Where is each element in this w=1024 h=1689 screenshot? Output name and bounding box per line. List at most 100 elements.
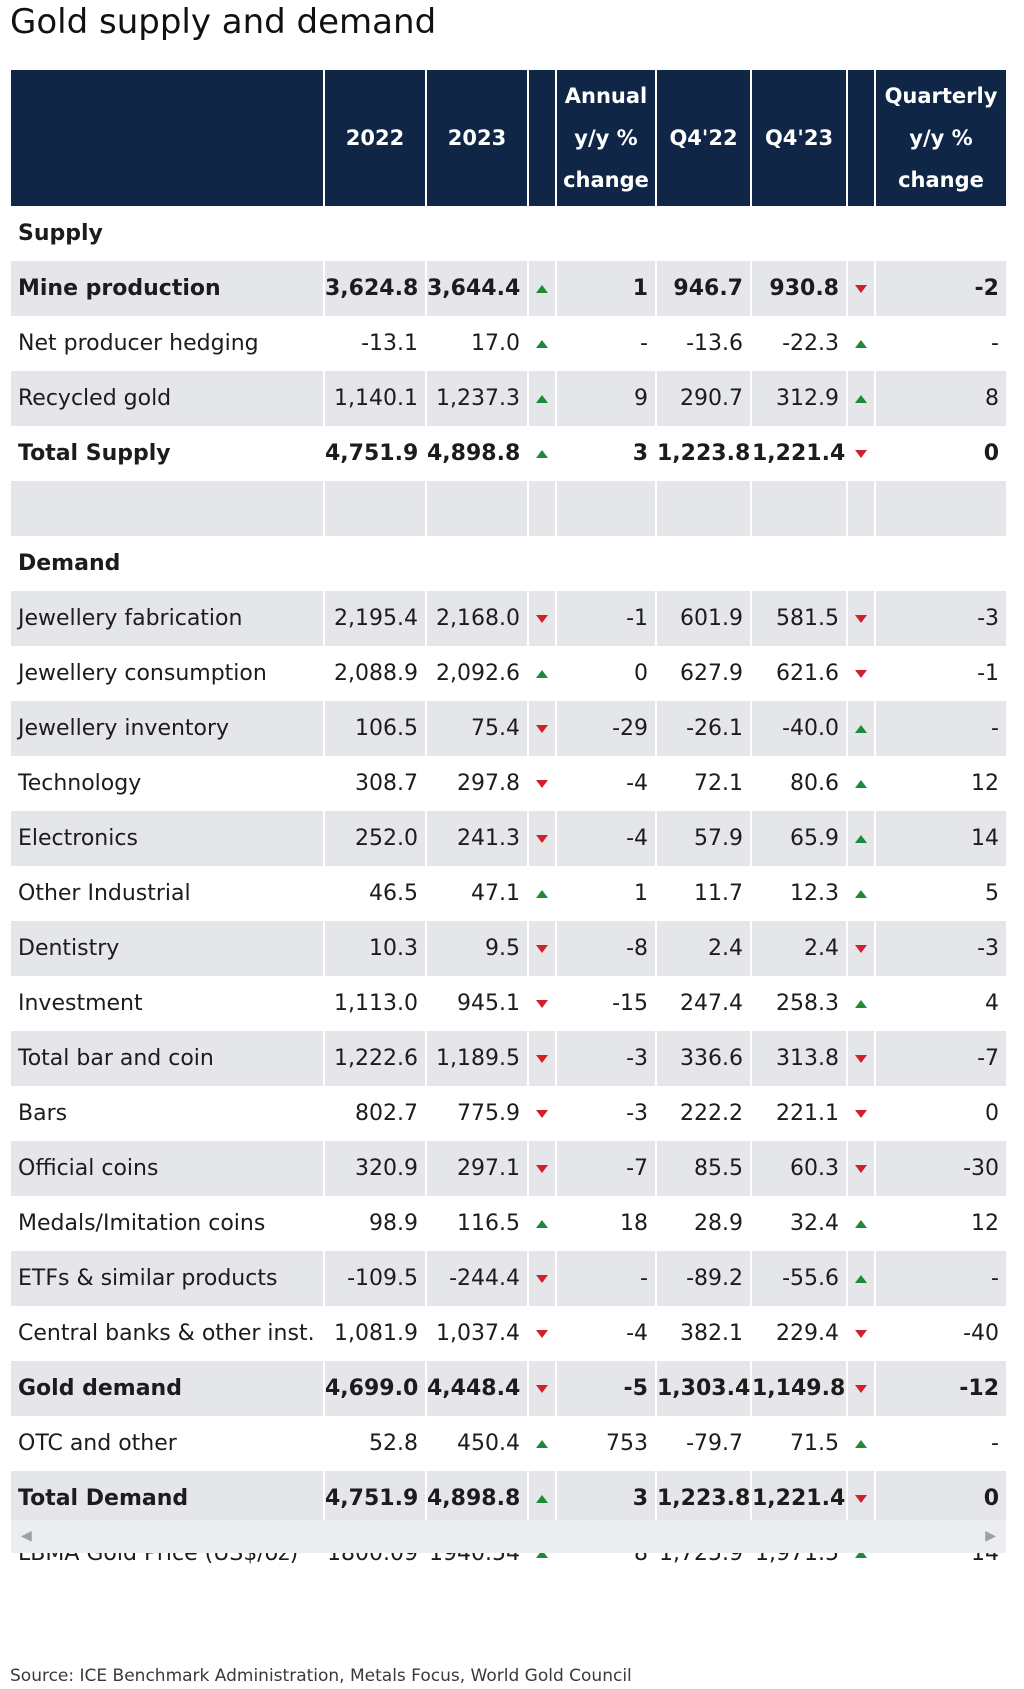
header-2023: 2023 xyxy=(425,70,527,206)
arrow-up-icon xyxy=(846,811,874,866)
quarterly-change: - xyxy=(874,1251,1006,1306)
triangle-down-icon xyxy=(536,944,548,953)
quarterly-change: - xyxy=(874,1416,1006,1471)
triangle-up-icon xyxy=(855,1274,867,1283)
arrow-up-icon xyxy=(527,1471,555,1526)
arrow-up-icon xyxy=(846,756,874,811)
value-2022: 3,624.8 xyxy=(323,261,425,316)
annual-change: -3 xyxy=(555,1031,655,1086)
arrow-up-icon xyxy=(527,426,555,481)
table-body: Supply Mine production 3,624.8 3,644.4 1 946.… xyxy=(11,206,1006,1581)
value-q4-23: 71.5 xyxy=(750,1416,846,1471)
table-row: Jewellery inventory 106.5 75.4 -29 -26.1 -40.… xyxy=(11,701,1006,756)
triangle-down-icon xyxy=(855,944,867,953)
gold-supply-demand-table: 2022 2023 Annual y/y % change Q4'22 Q4'2… xyxy=(11,70,1006,1581)
value-2023: 297.8 xyxy=(425,756,527,811)
header-quarterly-line-3: change xyxy=(898,168,984,192)
arrow-down-icon xyxy=(527,976,555,1031)
triangle-up-icon xyxy=(536,669,548,678)
quarterly-change: -30 xyxy=(874,1141,1006,1196)
value-q4-22: 382.1 xyxy=(655,1306,750,1361)
value-2022: 308.7 xyxy=(323,756,425,811)
triangle-up-icon xyxy=(855,834,867,843)
annual-change: -7 xyxy=(555,1141,655,1196)
row-label: Net producer hedging xyxy=(18,331,259,356)
value-2022: 802.7 xyxy=(323,1086,425,1141)
triangle-down-icon xyxy=(536,999,548,1008)
table-row: Net producer hedging -13.1 17.0- -13.6 -22.3… xyxy=(11,316,1006,371)
value-2023: 2,168.0 xyxy=(425,591,527,646)
arrow-down-icon xyxy=(527,756,555,811)
value-2023: 116.5 xyxy=(425,1196,527,1251)
value-2022: 10.3 xyxy=(323,921,425,976)
arrow-down-icon xyxy=(527,1086,555,1141)
value-2022: 52.8 xyxy=(323,1416,425,1471)
arrow-down-icon xyxy=(846,261,874,316)
arrow-up-icon xyxy=(527,1196,555,1251)
header-quarterly-line-2: y/y % xyxy=(909,126,973,150)
quarterly-change: 12 xyxy=(874,756,1006,811)
value-q4-23: -40.0 xyxy=(750,701,846,756)
triangle-down-icon xyxy=(855,1329,867,1338)
arrow-down-icon xyxy=(527,811,555,866)
horizontal-scrollbar[interactable]: ◀ ▶ xyxy=(11,1520,1006,1553)
value-q4-22: 946.7 xyxy=(655,261,750,316)
triangle-up-icon xyxy=(536,1439,548,1448)
header-annual-line-3: change xyxy=(563,168,649,192)
value-2022: 106.5 xyxy=(323,701,425,756)
value-2022: 1,081.9 xyxy=(323,1306,425,1361)
value-q4-23: 581.5 xyxy=(750,591,846,646)
triangle-down-icon xyxy=(855,1164,867,1173)
arrow-up-icon xyxy=(846,1416,874,1471)
value-2022: 4,751.9 xyxy=(323,1471,425,1526)
table-row: Other Industrial 46.5 47.1 1 11.7 12.3 5 xyxy=(11,866,1006,921)
header-annual-line-2: y/y % xyxy=(574,126,638,150)
arrow-down-icon xyxy=(846,1471,874,1526)
value-q4-23: 1,221.4 xyxy=(750,1471,846,1526)
arrow-up-icon xyxy=(527,316,555,371)
value-2022: 98.9 xyxy=(323,1196,425,1251)
annual-change: 9 xyxy=(555,371,655,426)
value-2023: 9.5 xyxy=(425,921,527,976)
triangle-down-icon xyxy=(855,449,867,458)
triangle-up-icon xyxy=(855,394,867,403)
header-q4-22: Q4'22 xyxy=(655,70,750,206)
triangle-up-icon xyxy=(536,889,548,898)
section-heading: Supply xyxy=(18,221,103,246)
blank-cell xyxy=(874,481,1006,536)
row-label: Gold demand xyxy=(11,1361,323,1416)
annual-change: 18 xyxy=(555,1196,655,1251)
value-q4-22: 336.6 xyxy=(655,1031,750,1086)
annual-change: 1 xyxy=(555,866,655,921)
header-quarterly-line-1: Quarterly xyxy=(884,84,998,108)
value-2022: 4,751.9 xyxy=(323,426,425,481)
annual-change: -3 xyxy=(555,1086,655,1141)
value-2022: 2,195.4 xyxy=(323,591,425,646)
triangle-right-icon[interactable]: ▶ xyxy=(985,1528,996,1544)
quarterly-change: -2 xyxy=(874,261,1006,316)
value-2022: -13.1 xyxy=(323,316,425,371)
value-q4-22: 28.9 xyxy=(655,1196,750,1251)
row-label: Recycled gold xyxy=(11,371,323,426)
row-label: Official coins xyxy=(11,1141,323,1196)
source-note: Source: ICE Benchmark Administration, Me… xyxy=(10,1666,632,1686)
triangle-left-icon[interactable]: ◀ xyxy=(21,1528,32,1544)
value-q4-22: 57.9 xyxy=(655,811,750,866)
value-2023: 297.1 xyxy=(425,1141,527,1196)
value-q4-22: -26.1 xyxy=(655,701,750,756)
header-quarterly-change: Quarterly y/y % change xyxy=(874,70,1006,206)
annual-change: -1 xyxy=(555,591,655,646)
page-title: Gold supply and demand xyxy=(10,2,437,42)
row-label: Bars xyxy=(18,1101,68,1126)
arrow-up-icon xyxy=(846,976,874,1031)
quarterly-change: 12 xyxy=(874,1196,1006,1251)
arrow-up-icon xyxy=(846,701,874,756)
triangle-down-icon xyxy=(855,1384,867,1393)
value-q4-22: 1,223.8 xyxy=(655,1471,750,1526)
annual-change: 0 xyxy=(555,646,655,701)
value-2023: 775.9 xyxy=(425,1086,527,1141)
value-q4-22: 85.5 xyxy=(655,1141,750,1196)
arrow-up-icon xyxy=(527,646,555,701)
arrow-down-icon xyxy=(527,1306,555,1361)
value-q4-23: 60.3 xyxy=(750,1141,846,1196)
